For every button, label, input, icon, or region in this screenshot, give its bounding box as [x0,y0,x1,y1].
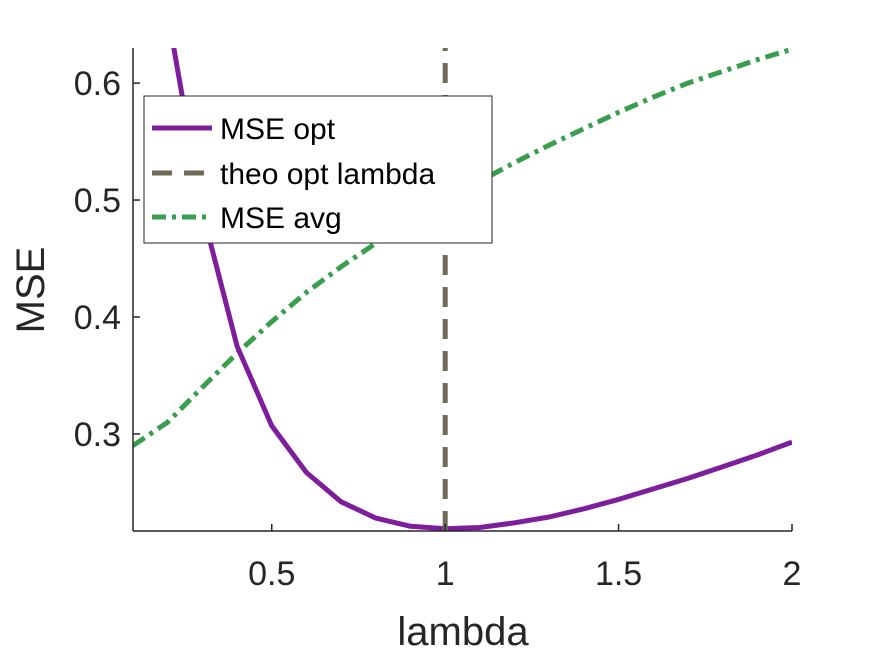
legend: MSE opt theo opt lambda MSE avg [143,95,493,244]
legend-entry-mse-avg: MSE avg [152,202,342,235]
legend-label-mse-avg: MSE avg [220,202,342,235]
series-line-mse-opt [171,48,792,531]
y-tick-label: 0.4 [74,299,121,337]
series-layer [133,48,792,531]
ticks: 0.5 1 1.5 2 0.3 0.4 0.5 0.6 [74,65,802,593]
legend-entry-theo-opt-lambda: theo opt lambda [152,158,435,191]
x-tick-label: 1.5 [595,555,642,593]
x-axis-label: lambda [397,610,529,654]
x-tick-label: 2 [783,555,802,593]
y-tick-label: 0.5 [74,182,121,220]
y-tick-label: 0.6 [74,65,121,103]
axes [132,48,792,532]
y-axis-label: MSE [9,247,53,334]
series-line-mse-avg [133,48,792,448]
legend-label-mse-opt: MSE opt [220,113,336,146]
legend-entry-mse-opt: MSE opt [152,113,336,146]
legend-label-theo-opt-lambda: theo opt lambda [220,158,435,191]
x-tick-label: 1 [436,555,455,593]
y-tick-label: 0.3 [74,416,121,454]
x-tick-label: 0.5 [248,555,295,593]
